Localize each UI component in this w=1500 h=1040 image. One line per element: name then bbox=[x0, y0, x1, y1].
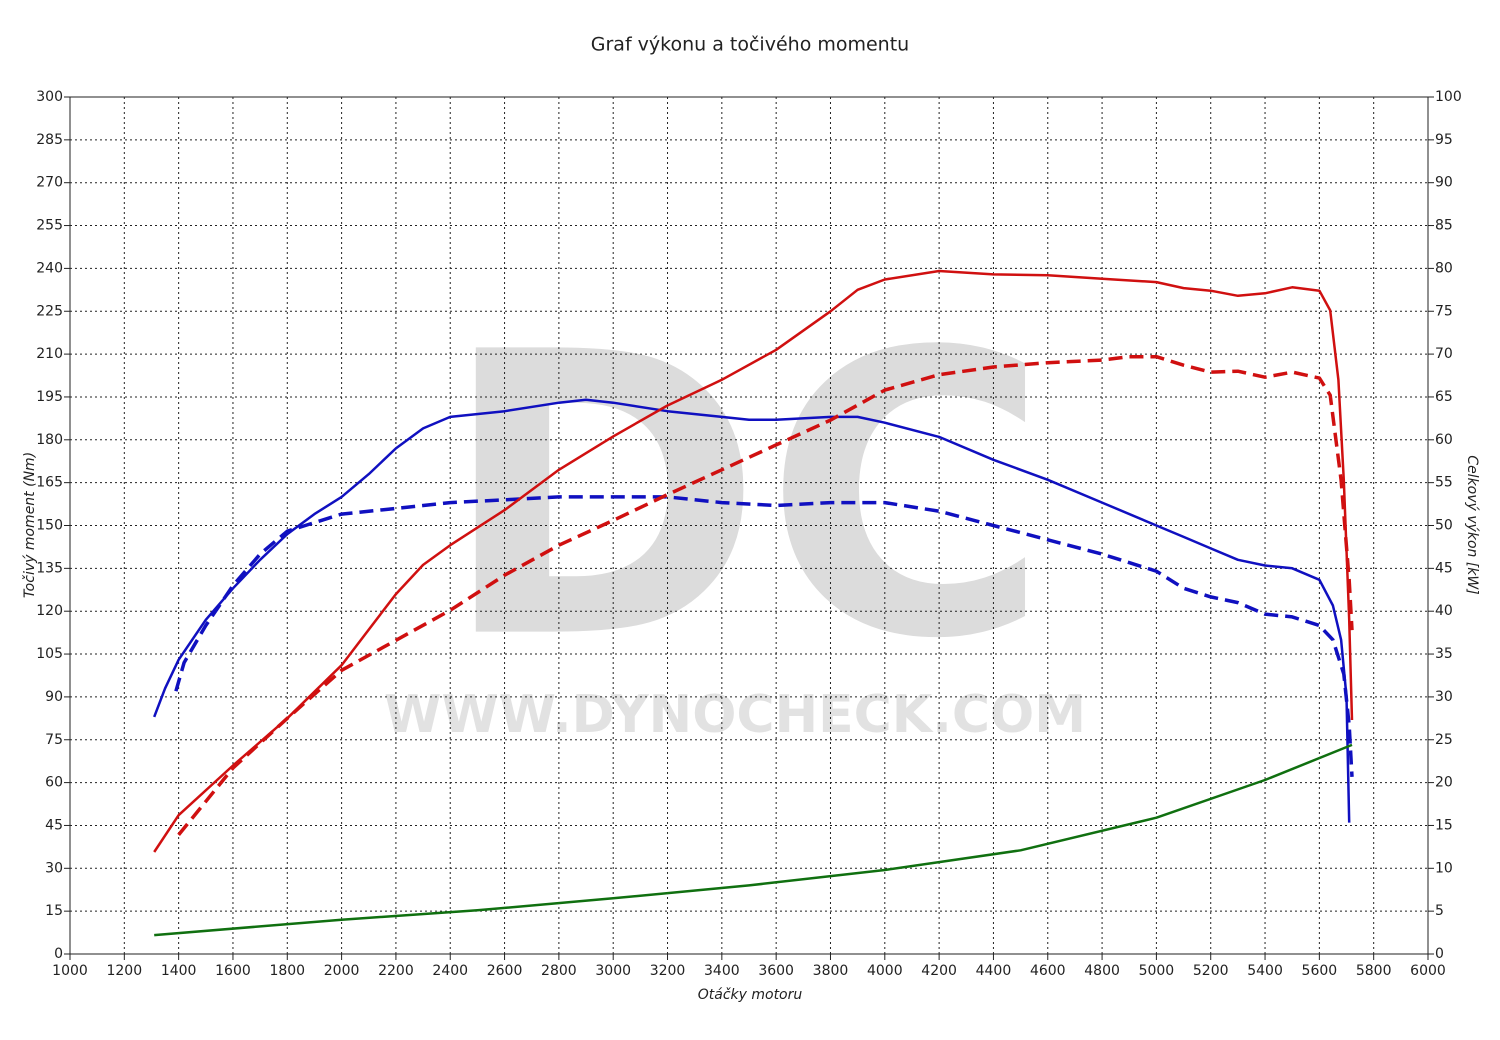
y2-tick-label: 60 bbox=[1435, 432, 1453, 448]
y-tick-label: 210 bbox=[36, 346, 63, 362]
y-tick-label: 90 bbox=[45, 689, 63, 705]
x-tick-label: 2200 bbox=[378, 963, 414, 979]
y-tick-label: 0 bbox=[54, 946, 63, 962]
plot-frame bbox=[69, 96, 1429, 955]
y2-tick-label: 100 bbox=[1435, 89, 1462, 105]
x-tick-label: 4600 bbox=[1030, 963, 1066, 979]
y2-tick-label: 5 bbox=[1435, 903, 1444, 919]
x-tick-label: 1600 bbox=[215, 963, 251, 979]
x-tick-label: 2000 bbox=[324, 963, 360, 979]
y2-tick-label: 0 bbox=[1435, 946, 1444, 962]
y-tick-label: 15 bbox=[45, 903, 63, 919]
x-tick-label: 5000 bbox=[1139, 963, 1175, 979]
watermark-logo: DC bbox=[440, 270, 1050, 724]
x-tick-label: 5200 bbox=[1193, 963, 1229, 979]
x-tick-label: 4400 bbox=[976, 963, 1012, 979]
y-tick-label: 255 bbox=[36, 218, 63, 234]
y2-tick-label: 20 bbox=[1435, 775, 1453, 791]
y2-axis-label: Celkový výkon [kW] bbox=[1464, 455, 1480, 594]
y2-tick-label: 75 bbox=[1435, 303, 1453, 319]
y2-tick-label: 95 bbox=[1435, 132, 1453, 148]
x-tick-label: 1400 bbox=[161, 963, 197, 979]
series-line bbox=[154, 743, 1353, 937]
x-tick-label: 6000 bbox=[1410, 963, 1446, 979]
x-tick-label: 4000 bbox=[867, 963, 903, 979]
x-tick-label: 2800 bbox=[541, 963, 577, 979]
x-tick-label: 2600 bbox=[487, 963, 523, 979]
y-tick-label: 45 bbox=[45, 817, 63, 833]
x-tick-label: 4200 bbox=[921, 963, 957, 979]
y2-tick-label: 10 bbox=[1435, 860, 1453, 876]
x-tick-label: 3800 bbox=[813, 963, 849, 979]
series-line bbox=[153, 269, 1354, 853]
y2-tick-label: 25 bbox=[1435, 732, 1453, 748]
x-tick-label: 1200 bbox=[106, 963, 142, 979]
x-tick-label: 1800 bbox=[269, 963, 305, 979]
y-tick-label: 135 bbox=[36, 560, 63, 576]
y2-tick-label: 40 bbox=[1435, 603, 1453, 619]
y2-tick-label: 65 bbox=[1435, 389, 1453, 405]
x-tick-label: 5800 bbox=[1356, 963, 1392, 979]
y2-tick-label: 30 bbox=[1435, 689, 1453, 705]
y2-tick-label: 70 bbox=[1435, 346, 1453, 362]
y-tick-label: 270 bbox=[36, 175, 63, 191]
x-tick-label: 3600 bbox=[758, 963, 794, 979]
x-tick-label: 5600 bbox=[1302, 963, 1338, 979]
x-tick-label: 3400 bbox=[704, 963, 740, 979]
y-tick-label: 150 bbox=[36, 518, 63, 534]
y-tick-label: 300 bbox=[36, 89, 63, 105]
series-line bbox=[177, 354, 1354, 837]
y-tick-label: 165 bbox=[36, 475, 63, 491]
x-tick-label: 1000 bbox=[52, 963, 88, 979]
y2-tick-label: 45 bbox=[1435, 560, 1453, 576]
y-tick-label: 240 bbox=[36, 260, 63, 276]
y2-tick-label: 35 bbox=[1435, 646, 1453, 662]
y-tick-label: 285 bbox=[36, 132, 63, 148]
y-tick-label: 225 bbox=[36, 303, 63, 319]
x-tick-label: 2400 bbox=[432, 963, 468, 979]
y-tick-label: 30 bbox=[45, 860, 63, 876]
y-tick-label: 75 bbox=[45, 732, 63, 748]
x-axis-label: Otáčky motoru bbox=[698, 987, 803, 1003]
series-line bbox=[174, 495, 1354, 777]
x-tick-label: 3200 bbox=[650, 963, 686, 979]
y-tick-label: 60 bbox=[45, 775, 63, 791]
y2-tick-label: 50 bbox=[1435, 518, 1453, 534]
series-line bbox=[153, 398, 1351, 823]
y2-tick-label: 90 bbox=[1435, 175, 1453, 191]
y-tick-label: 180 bbox=[36, 432, 63, 448]
x-tick-label: 4800 bbox=[1084, 963, 1120, 979]
y-tick-label: 195 bbox=[36, 389, 63, 405]
y2-tick-label: 15 bbox=[1435, 817, 1453, 833]
x-tick-label: 3000 bbox=[595, 963, 631, 979]
y2-tick-label: 80 bbox=[1435, 260, 1453, 276]
y2-tick-label: 85 bbox=[1435, 218, 1453, 234]
y-tick-label: 120 bbox=[36, 603, 63, 619]
x-tick-label: 5400 bbox=[1247, 963, 1283, 979]
y-tick-label: 105 bbox=[36, 646, 63, 662]
watermark-url: WWW.DYNOCHECK.COM bbox=[384, 685, 1086, 745]
chart-title: Graf výkonu a točivého momentu bbox=[591, 34, 909, 56]
y-axis-label: Točivý moment (Nm) bbox=[22, 452, 38, 598]
y2-tick-label: 55 bbox=[1435, 475, 1453, 491]
